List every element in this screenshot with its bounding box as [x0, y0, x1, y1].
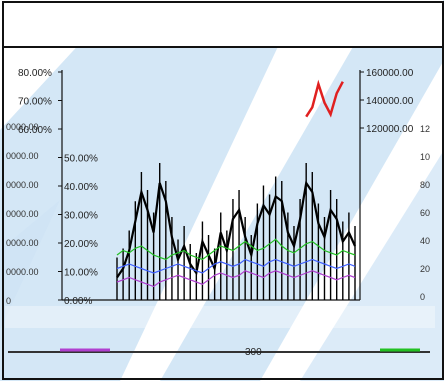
series-line	[116, 258, 356, 274]
series-line	[116, 180, 357, 279]
right-axis-ticks: 160000.00 140000.00 120000.00	[360, 68, 414, 135]
overlay-right-label: 0	[420, 292, 425, 302]
series-layer	[116, 79, 357, 300]
overlay-right-label: 10	[420, 152, 430, 162]
overlay-right-label: 60	[420, 208, 430, 218]
overlay-left-label: 0	[6, 296, 11, 306]
overlay-right-label: 12	[420, 124, 430, 134]
legend-strip: 300	[8, 347, 430, 358]
right-tick-label: 160000.00	[366, 68, 414, 79]
left-tick-label: 80.00%	[18, 68, 52, 79]
left-tick-label: 10.00%	[64, 268, 98, 279]
left-tick-label: 50.00%	[64, 154, 98, 165]
x-axis-label-band	[5, 306, 435, 328]
overlay-left-label: 0000.00	[6, 151, 39, 161]
overlay-right-labels: 12 10 80 60 40 20 0	[420, 124, 430, 302]
overlay-left-label: 0000.00	[6, 267, 39, 277]
overlay-left-label: 0000.00	[6, 238, 39, 248]
left-axis-ticks: 80.00% 70.00% 60.00% 50.00% 40.00% 30.00% 20.0…	[18, 68, 98, 307]
left-tick-label: 70.00%	[18, 97, 52, 108]
overlay-right-label: 40	[420, 236, 430, 246]
series-line	[116, 270, 356, 288]
header-strip	[3, 0, 443, 47]
right-tick-label: 140000.00	[366, 96, 414, 107]
overlay-left-label: 0000.00	[6, 122, 39, 132]
series-line	[305, 79, 344, 118]
overlay-left-label: 0000.00	[6, 180, 39, 190]
series-line	[116, 238, 356, 261]
left-tick-label: 20.00%	[64, 239, 98, 250]
left-tick-label: 0.00%	[64, 296, 92, 307]
left-tick-label: 60.00%	[18, 125, 52, 136]
legend-text: 300	[245, 347, 262, 358]
left-tick-label: 40.00%	[64, 182, 98, 193]
right-tick-label: 120000.00	[366, 124, 414, 135]
overlay-right-label: 20	[420, 264, 430, 274]
overlay-right-label: 80	[420, 180, 430, 190]
left-tick-label: 30.00%	[64, 211, 98, 222]
overlay-left-label: 0000.00	[6, 209, 39, 219]
overlay-left-labels: 0000.00 0000.00 0000.00 0000.00 0000.00 0000.…	[6, 122, 39, 306]
